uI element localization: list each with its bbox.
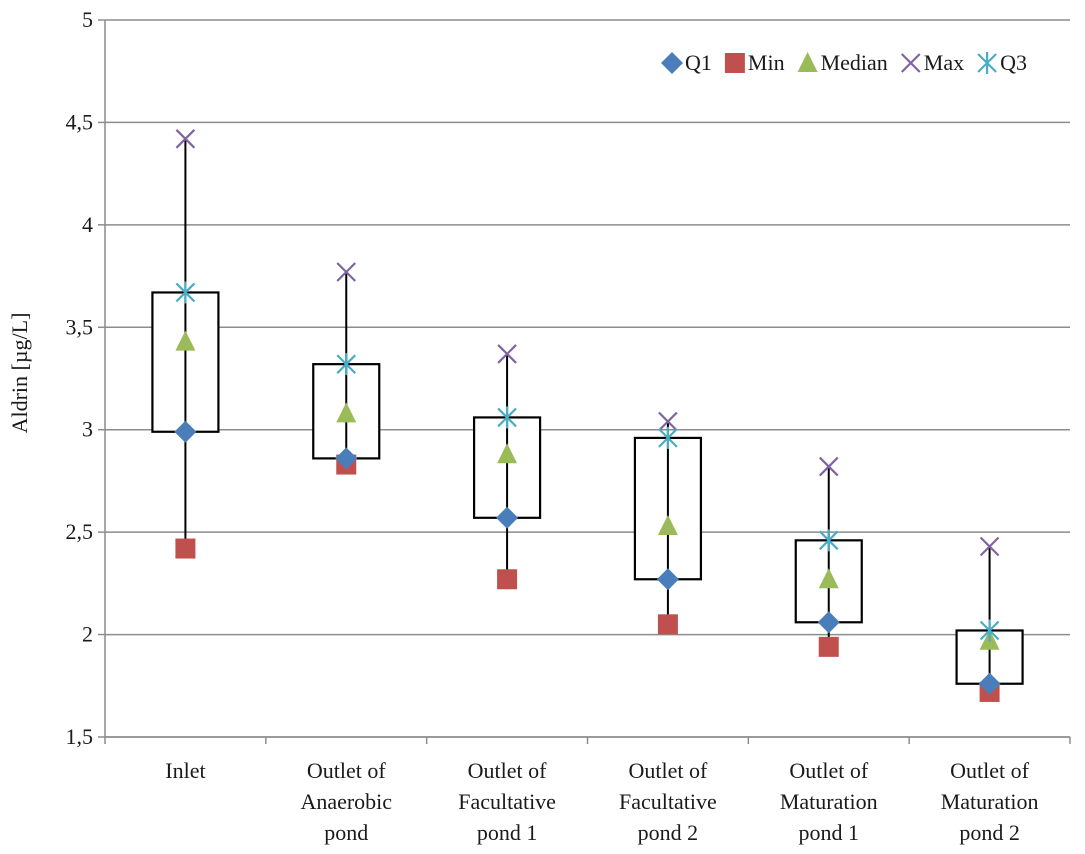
- y-tick-label: 3,5: [66, 314, 94, 339]
- marker-max: [658, 411, 678, 432]
- legend-label: Q1: [685, 50, 712, 75]
- marker-max: [497, 344, 517, 364]
- legend-marker-q3: [977, 52, 997, 74]
- boxes: [151, 291, 1024, 685]
- y-tick-label: 2: [82, 622, 93, 647]
- marker-q3: [336, 353, 357, 376]
- legend: Q1 Min Median Max Q3: [661, 50, 1027, 75]
- legend-item-q1: Q1: [661, 50, 712, 75]
- legend-label: Max: [924, 50, 964, 75]
- marker-median: [497, 443, 518, 464]
- marker-median: [175, 330, 196, 351]
- marker-q1: [978, 672, 1001, 695]
- legend-item-q3: Q3: [977, 50, 1027, 75]
- marker-min: [497, 569, 518, 590]
- marker-max: [175, 129, 196, 149]
- marker-q3: [818, 529, 839, 552]
- x-category-label: Outlet of Anaerobic pond: [300, 758, 392, 845]
- legend-item-median: Median: [797, 50, 888, 75]
- y-tick-label: 5: [82, 7, 93, 32]
- marker-q3: [658, 426, 678, 449]
- legend-label: Q3: [1000, 50, 1027, 75]
- y-tick-label: 3: [82, 417, 93, 442]
- whiskers: [184, 138, 991, 692]
- x-category-label: Outlet of Facultative pond 1: [458, 758, 556, 845]
- x-category-label: Inlet: [165, 758, 205, 783]
- marker-q3: [979, 619, 1000, 642]
- legend-label: Min: [748, 50, 785, 75]
- markers: [174, 129, 1001, 702]
- y-tick-labels: 1,5 2 2,5 3 3,5 4 4,5 5: [66, 7, 94, 749]
- legend-marker-median: [797, 52, 818, 72]
- axes: [104, 20, 1071, 744]
- marker-min: [818, 636, 839, 657]
- marker-min: [657, 614, 678, 635]
- y-tick-label: 4,5: [66, 109, 94, 134]
- marker-max: [818, 456, 839, 477]
- marker-max: [336, 262, 357, 282]
- legend-label: Median: [821, 50, 888, 75]
- legend-marker-max: [901, 53, 921, 73]
- x-category-label: Outlet of Maturation pond 1: [780, 758, 878, 845]
- gridlines: [98, 19, 1070, 738]
- marker-q1: [496, 506, 519, 529]
- x-category-label: Outlet of Facultative pond 2: [619, 758, 717, 845]
- marker-q1: [817, 611, 840, 634]
- x-category-labels: Inlet Outlet of Anaerobic pond Outlet of Facu…: [165, 758, 1038, 845]
- y-tick-label: 4: [82, 212, 93, 237]
- marker-q1: [335, 447, 358, 470]
- x-category-label: Outlet of Maturation pond 2: [941, 758, 1039, 845]
- marker-q3: [175, 281, 196, 304]
- marker-q1: [656, 568, 679, 591]
- y-tick-label: 1,5: [66, 724, 94, 749]
- marker-median: [818, 568, 839, 589]
- legend-item-min: Min: [724, 50, 785, 75]
- marker-q1: [174, 420, 197, 443]
- marker-median: [657, 514, 678, 535]
- marker-q3: [497, 406, 517, 429]
- legend-item-max: Max: [901, 50, 964, 75]
- marker-median: [336, 402, 357, 423]
- legend-marker-q1: [661, 52, 683, 74]
- legend-marker-min: [724, 53, 745, 73]
- marker-min: [175, 538, 196, 559]
- y-axis-title: Aldrin [µg/L]: [7, 313, 32, 434]
- y-tick-label: 2,5: [66, 519, 94, 544]
- marker-max: [979, 536, 1000, 557]
